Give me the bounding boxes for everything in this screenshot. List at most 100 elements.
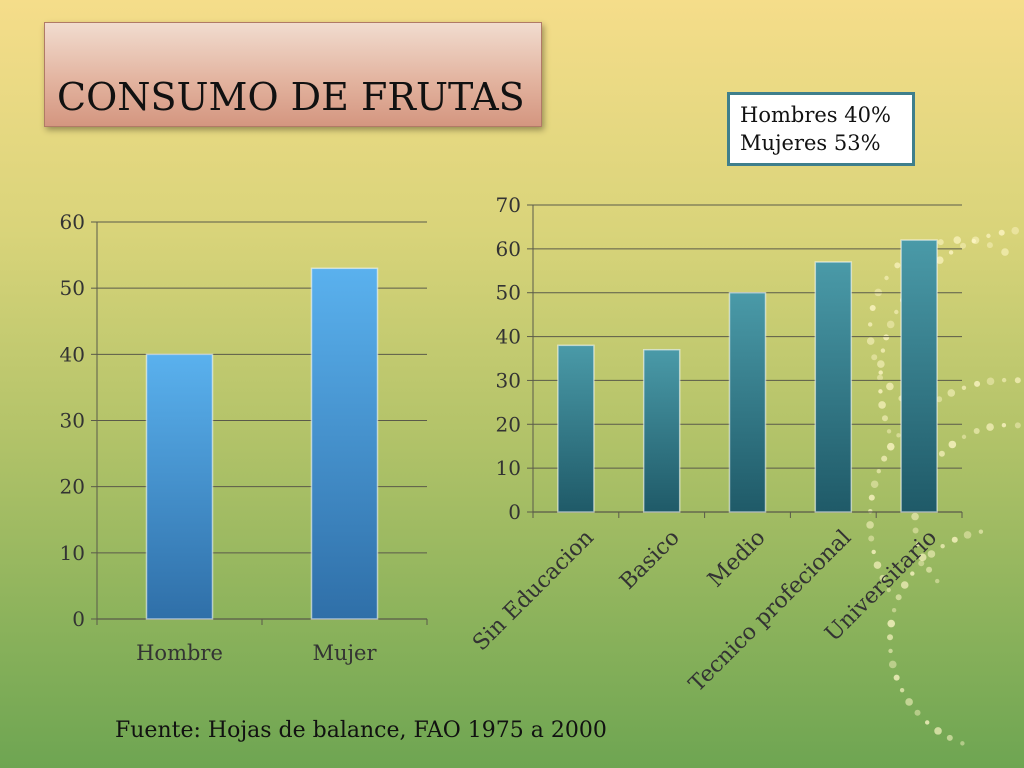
bar [814, 261, 853, 513]
decoration-dot [1001, 422, 1007, 428]
decoration-dot [896, 433, 901, 438]
decoration-dot [888, 660, 897, 669]
decoration-dot [918, 560, 925, 567]
decoration-dot [960, 242, 967, 249]
decoration-dot [873, 561, 882, 569]
decoration-dot [899, 687, 905, 693]
y-tick-label: 10 [496, 456, 521, 480]
y-tick-label: 50 [60, 276, 85, 300]
decoration-dot [887, 619, 896, 628]
decoration-dot [938, 450, 945, 457]
decoration-dot [914, 709, 921, 716]
decoration-dot [946, 734, 953, 741]
decoration-dot [998, 229, 1005, 236]
decoration-dot [940, 543, 945, 549]
decoration-dot [986, 377, 995, 386]
decoration-dot [934, 727, 942, 735]
decoration-dot [884, 275, 889, 281]
decoration-dot [961, 434, 967, 440]
decoration-dot [881, 455, 888, 462]
decoration-dot [878, 401, 886, 409]
decoration-dot [905, 698, 913, 706]
decoration-dot [866, 521, 874, 529]
decoration-dot [876, 468, 881, 474]
decoration-dot [927, 550, 936, 558]
decoration-dot [963, 531, 972, 539]
bar [310, 267, 379, 620]
decoration-dot [936, 256, 944, 264]
decoration-dot [974, 380, 981, 387]
decoration-dot [953, 236, 962, 244]
decoration-dot [986, 233, 991, 239]
decoration-dot [877, 360, 885, 368]
title-box: CONSUMO DE FRUTAS [44, 22, 542, 127]
decoration-dot [893, 674, 900, 681]
bar [642, 348, 681, 513]
decoration-dot [986, 242, 993, 249]
y-tick-label: 20 [496, 412, 521, 436]
decoration-dot [891, 608, 897, 613]
y-tick-label: 20 [60, 475, 85, 499]
y-tick-label: 40 [60, 342, 85, 366]
bar [728, 291, 767, 513]
decoration-dot [900, 581, 909, 589]
decoration-dot [912, 527, 919, 534]
bar [145, 353, 214, 620]
decoration-dot [895, 594, 902, 601]
x-tick-label: Mujer [312, 641, 377, 665]
decoration-dot [1011, 226, 1020, 235]
decoration-dot [948, 250, 954, 255]
decoration-dot [894, 309, 899, 315]
decoration-dot [868, 494, 875, 501]
decoration-dot [973, 428, 980, 435]
decoration-dot [880, 348, 886, 353]
decoration-dot [883, 334, 890, 341]
decoration-dot [986, 423, 994, 431]
decoration-dot [887, 634, 894, 641]
x-tick-label: Sin Educacion [468, 525, 599, 656]
decoration-dot [925, 720, 930, 725]
decoration-dot [911, 512, 919, 521]
decoration-dot [1014, 377, 1021, 384]
bar [900, 239, 938, 513]
decoration-dot [947, 389, 956, 397]
decoration-dot [886, 429, 892, 434]
decoration-dot [926, 566, 933, 573]
x-tick-label: Medio [703, 525, 770, 592]
decoration-dot [1001, 377, 1007, 383]
decoration-dot [870, 480, 879, 489]
decoration-dot [878, 389, 883, 394]
slide-title: CONSUMO DE FRUTAS [57, 75, 525, 119]
decoration-dot [886, 382, 894, 391]
x-tick-label: Basico [615, 525, 684, 594]
decoration-dot [1001, 248, 1009, 256]
bar [557, 344, 595, 513]
decoration-dot [915, 541, 921, 547]
decoration-dot [948, 440, 957, 449]
y-tick-label: 70 [496, 193, 521, 217]
decoration-dot [937, 239, 944, 246]
callout-line-men: Hombres 40% [740, 103, 891, 127]
decoration-dot [867, 322, 873, 327]
percentage-callout: Hombres 40% Mujeres 53% [727, 92, 915, 166]
y-tick-label: 50 [496, 281, 521, 305]
decoration-dot [971, 236, 980, 245]
decoration-dot [951, 536, 958, 543]
y-tick-label: 0 [72, 607, 85, 631]
y-tick-label: 10 [60, 541, 85, 565]
decoration-dot [878, 370, 883, 375]
decoration-dot [960, 741, 965, 746]
decoration-dot [1014, 422, 1021, 429]
decoration-dot [961, 385, 967, 390]
y-tick-label: 0 [508, 500, 521, 524]
y-tick-label: 60 [60, 210, 85, 234]
y-tick-label: 60 [496, 237, 521, 261]
decoration-dot [886, 442, 895, 451]
y-tick-label: 30 [496, 368, 521, 392]
y-tick-label: 30 [60, 409, 85, 433]
callout-line-women: Mujeres 53% [740, 131, 881, 155]
decoration-dot [871, 354, 878, 361]
decoration-dot [894, 262, 901, 269]
